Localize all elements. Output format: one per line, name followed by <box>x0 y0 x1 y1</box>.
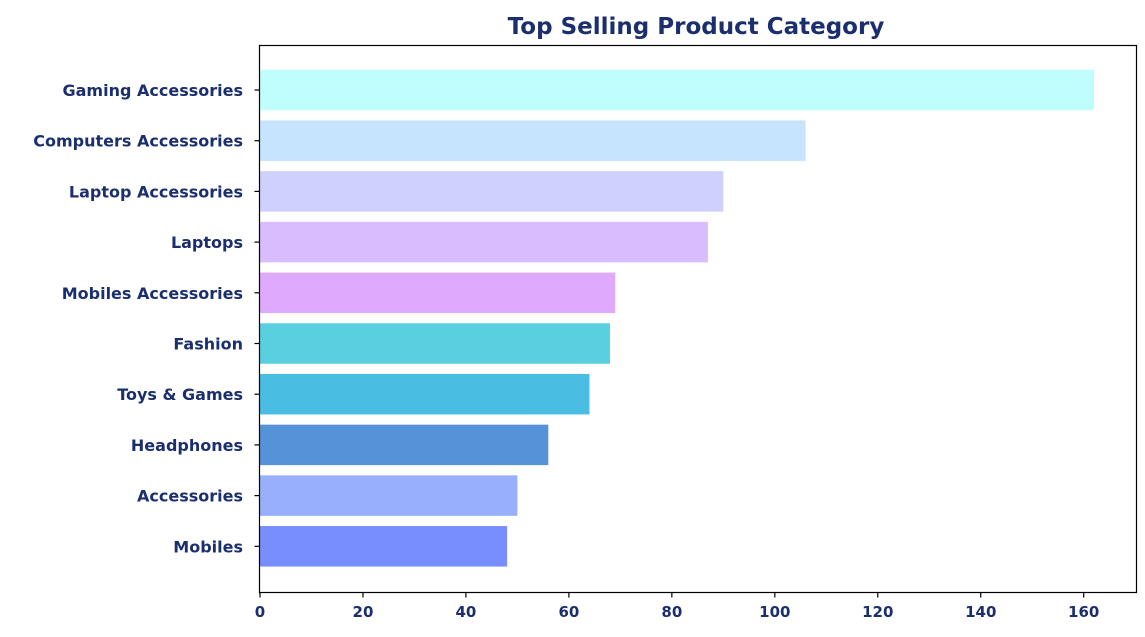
plot-frame <box>258 44 1138 594</box>
x-tick-label: 120 <box>862 603 893 621</box>
bar-accessories <box>260 475 518 516</box>
y-tick-label: Toys & Games <box>117 385 243 404</box>
y-tick-label: Accessories <box>137 487 243 506</box>
x-tick-label: 160 <box>1068 603 1099 621</box>
bars-group <box>260 69 1094 567</box>
x-tick-label: 20 <box>353 603 374 621</box>
y-tick-label: Gaming Accessories <box>63 81 244 100</box>
x-tick-label: 140 <box>965 603 996 621</box>
bar-gaming-accessories <box>260 69 1094 111</box>
x-tick-label: 0 <box>255 603 265 621</box>
y-tick-label: Headphones <box>131 436 243 455</box>
x-tick-label: 80 <box>661 603 682 621</box>
y-tick-label: Laptops <box>171 233 243 252</box>
y-tick-label: Mobiles Accessories <box>62 284 243 303</box>
x-tick-label: 60 <box>558 603 579 621</box>
bar-computers-accessories <box>260 120 806 161</box>
bar-mobiles-accessories <box>260 272 616 314</box>
x-tick-label: 40 <box>455 603 476 621</box>
bar-toys-and-games <box>260 373 590 415</box>
x-axis-ticks: 0 20 40 60 80 100 120 140 160 <box>255 592 1099 621</box>
y-tick-label: Fashion <box>173 335 243 354</box>
y-tick-label: Mobiles <box>173 537 243 556</box>
y-tick-labels: Gaming Accessories Computers Accessories L… <box>33 81 260 556</box>
bar-fashion <box>260 323 611 364</box>
y-tick-label: Laptop Accessories <box>69 182 243 201</box>
chart-title: Top Selling Product Category <box>508 14 885 40</box>
x-tick-label: 100 <box>759 603 790 621</box>
bar-headphones <box>260 424 549 466</box>
bar-laptops <box>260 221 708 263</box>
y-tick-label: Computers Accessories <box>33 132 243 151</box>
bar-mobiles <box>260 526 508 567</box>
bar-laptop-accessories <box>260 171 724 212</box>
